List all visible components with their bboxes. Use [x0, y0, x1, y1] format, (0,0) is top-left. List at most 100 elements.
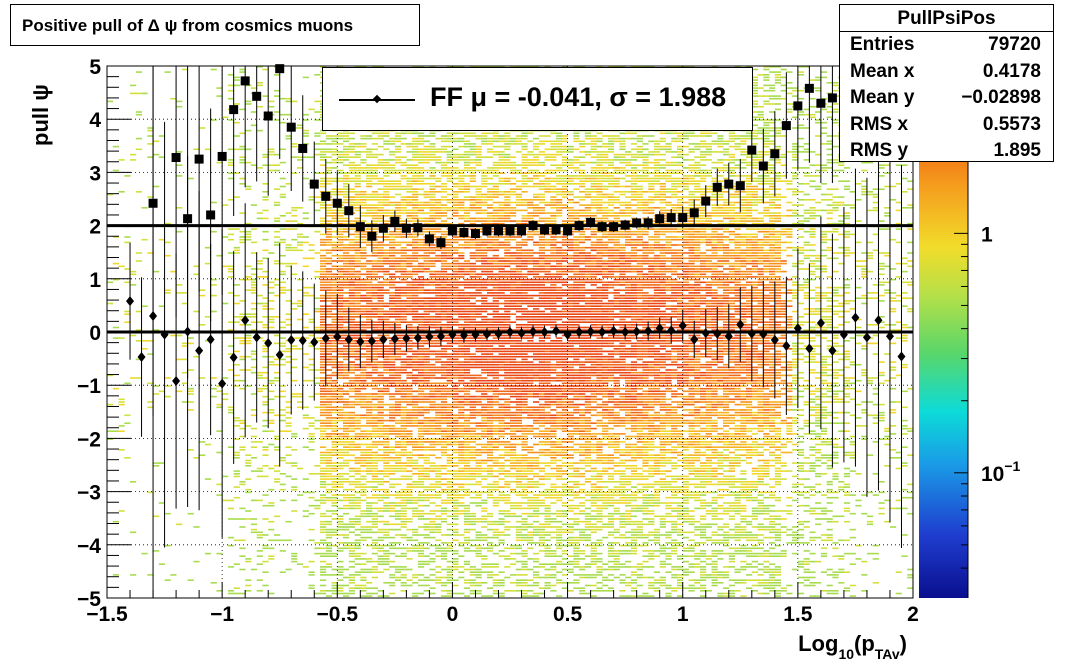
heatmap-cell: [412, 582, 419, 584]
heatmap-cell: [325, 425, 332, 427]
heatmap-cell: [481, 563, 488, 565]
heatmap-cell: [314, 465, 321, 467]
heatmap-cell: [337, 566, 344, 568]
heatmap-cell: [325, 148, 332, 151]
heatmap-cell: [256, 276, 263, 278]
heatmap-cell: [360, 233, 367, 236]
heatmap-cell: [314, 100, 321, 103]
heatmap-cell: [250, 457, 258, 459]
heatmap-cell: [458, 337, 465, 339]
heatmap-cell: [440, 390, 448, 393]
heatmap-cell: [458, 63, 464, 65]
heatmap-cell: [360, 526, 367, 528]
heatmap-cell: [371, 164, 378, 166]
heatmap-cell: [360, 579, 367, 581]
heatmap-cell: [452, 449, 459, 451]
heatmap-cell: [383, 488, 390, 491]
heatmap-cell: [366, 342, 373, 345]
heatmap-cell: [389, 406, 396, 409]
heatmap-cell: [383, 222, 390, 225]
heatmap-cell: [475, 345, 482, 347]
heatmap-cell: [394, 156, 402, 158]
heatmap-cell: [331, 236, 338, 238]
heatmap-cell: [394, 183, 402, 185]
heatmap-cell: [308, 345, 315, 347]
heatmap-cell: [446, 175, 453, 177]
heatmap-cell: [343, 230, 350, 233]
heatmap-cell: [446, 180, 453, 182]
heatmap-cell: [435, 185, 442, 188]
heatmap-cell: [469, 379, 476, 382]
heatmap-cell: [429, 462, 436, 464]
heatmap-cell: [371, 502, 378, 504]
heatmap-cell: [469, 196, 476, 198]
heatmap-cell: [354, 276, 361, 278]
heatmap-cell: [112, 278, 119, 281]
heatmap-cell: [412, 209, 419, 212]
heatmap-cell: [423, 518, 430, 520]
heatmap-cell: [383, 355, 390, 358]
heatmap-cell: [463, 409, 471, 411]
heatmap-cell: [406, 465, 413, 467]
heatmap-cell: [394, 414, 402, 417]
heatmap-cell: [446, 568, 453, 571]
heatmap-cell: [285, 249, 292, 252]
heatmap-cell: [377, 510, 384, 512]
heatmap-cell: [452, 515, 459, 518]
heatmap-cell: [118, 398, 125, 401]
heatmap-cell: [452, 257, 459, 260]
heatmap-cell: [446, 523, 453, 526]
heatmap-cell: [400, 209, 407, 212]
heatmap-cell: [343, 246, 350, 249]
heatmap-cell: [400, 574, 407, 576]
heatmap-cell: [446, 249, 453, 252]
heatmap-cell: [440, 196, 448, 198]
heatmap-cell: [458, 406, 465, 409]
heatmap-cell: [440, 595, 448, 597]
heatmap-cell: [435, 230, 442, 233]
heatmap-cell: [239, 230, 246, 233]
heatmap-cell: [233, 417, 240, 419]
heatmap-cell: [446, 151, 453, 153]
heatmap-cell: [389, 504, 396, 507]
heatmap-cell: [469, 132, 476, 135]
heatmap-cell: [452, 382, 459, 385]
heatmap-cell: [279, 430, 286, 432]
heatmap-cell: [302, 491, 309, 494]
heatmap-cell: [227, 228, 235, 230]
heatmap-cell: [366, 167, 373, 169]
heatmap-cell: [440, 576, 448, 579]
heatmap-cell: [423, 268, 430, 270]
heatmap-cell: [348, 438, 355, 440]
heatmap-cell: [262, 340, 269, 342]
heatmap-cell: [377, 294, 384, 297]
heatmap-cell: [417, 159, 425, 161]
heatmap-cell: [325, 204, 332, 206]
heatmap-cell: [417, 137, 425, 140]
heatmap-cell: [325, 414, 332, 417]
heatmap-cell: [354, 558, 361, 560]
heatmap-cell: [481, 390, 488, 393]
heatmap-cell: [440, 348, 448, 350]
heatmap-cell: [469, 161, 476, 164]
heatmap-cell: [176, 523, 183, 526]
heatmap-cell: [302, 366, 309, 369]
heatmap-cell: [400, 446, 407, 448]
heatmap-cell: [383, 305, 390, 307]
heatmap-cell: [291, 262, 298, 265]
heatmap-cell: [389, 292, 396, 294]
heatmap-cell: [452, 366, 459, 369]
heatmap-cell: [337, 238, 344, 241]
heatmap-cell: [377, 316, 384, 318]
heatmap-cell: [458, 441, 465, 443]
heatmap-cell: [440, 406, 448, 409]
heatmap-cell: [354, 473, 361, 475]
heatmap-cell: [389, 230, 396, 233]
heatmap-cell: [325, 387, 332, 390]
heatmap-cell: [440, 212, 448, 214]
heatmap-cell: [325, 374, 332, 377]
heatmap-cell: [412, 459, 419, 462]
heatmap-cell: [297, 127, 304, 129]
heatmap-cell: [394, 353, 402, 355]
heatmap-cell: [360, 196, 367, 198]
